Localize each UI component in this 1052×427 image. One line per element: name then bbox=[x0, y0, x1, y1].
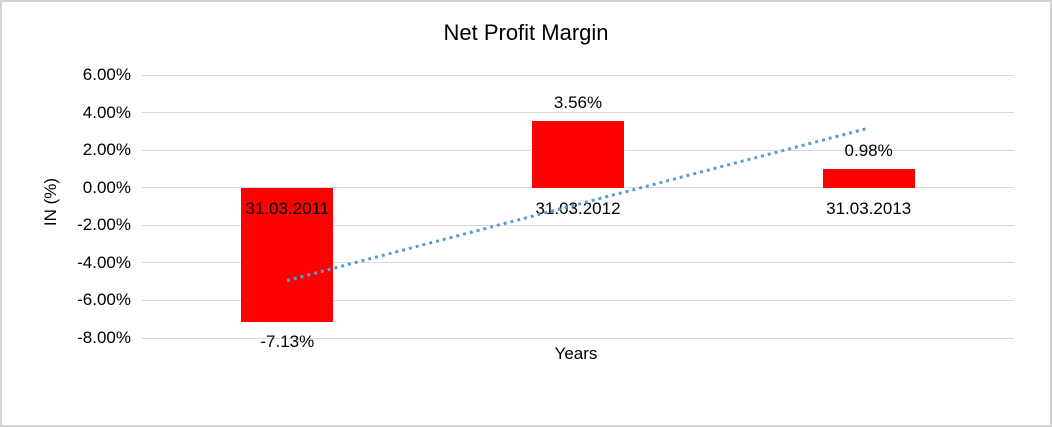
y-tick-label: 0.00% bbox=[82, 177, 131, 197]
bar-31.03.2013[interactable] bbox=[822, 169, 915, 188]
category-label: 31.03.2011 bbox=[245, 198, 330, 218]
category-label: 31.03.2013 bbox=[826, 198, 912, 218]
bar-value-label: 3.56% bbox=[553, 92, 603, 112]
category-label: 31.03.2012 bbox=[535, 198, 621, 218]
x-axis-title: Years bbox=[554, 344, 598, 363]
y-tick-label: -6.00% bbox=[77, 290, 131, 310]
gridline bbox=[142, 262, 1014, 264]
y-tick-label: 2.00% bbox=[82, 140, 131, 160]
gridline bbox=[142, 187, 1014, 189]
gridline bbox=[142, 74, 1014, 76]
bar-31.03.2011[interactable] bbox=[241, 187, 334, 322]
bar-value-label: 0.98% bbox=[844, 141, 893, 161]
gridline bbox=[142, 112, 1014, 114]
y-tick-label: 6.00% bbox=[82, 65, 131, 84]
gridline bbox=[142, 224, 1014, 226]
chart-title: Net Profit Margin bbox=[443, 20, 609, 45]
y-tick-label: 4.00% bbox=[82, 102, 131, 122]
bar-value-label: -7.13% bbox=[260, 331, 315, 351]
bar-31.03.2012[interactable] bbox=[532, 120, 624, 188]
gridline bbox=[142, 337, 1014, 339]
y-tick-label: -4.00% bbox=[77, 252, 131, 272]
y-tick-label: -8.00% bbox=[77, 328, 131, 347]
gridline bbox=[142, 299, 1014, 301]
y-tick-label: -2.00% bbox=[77, 215, 131, 235]
